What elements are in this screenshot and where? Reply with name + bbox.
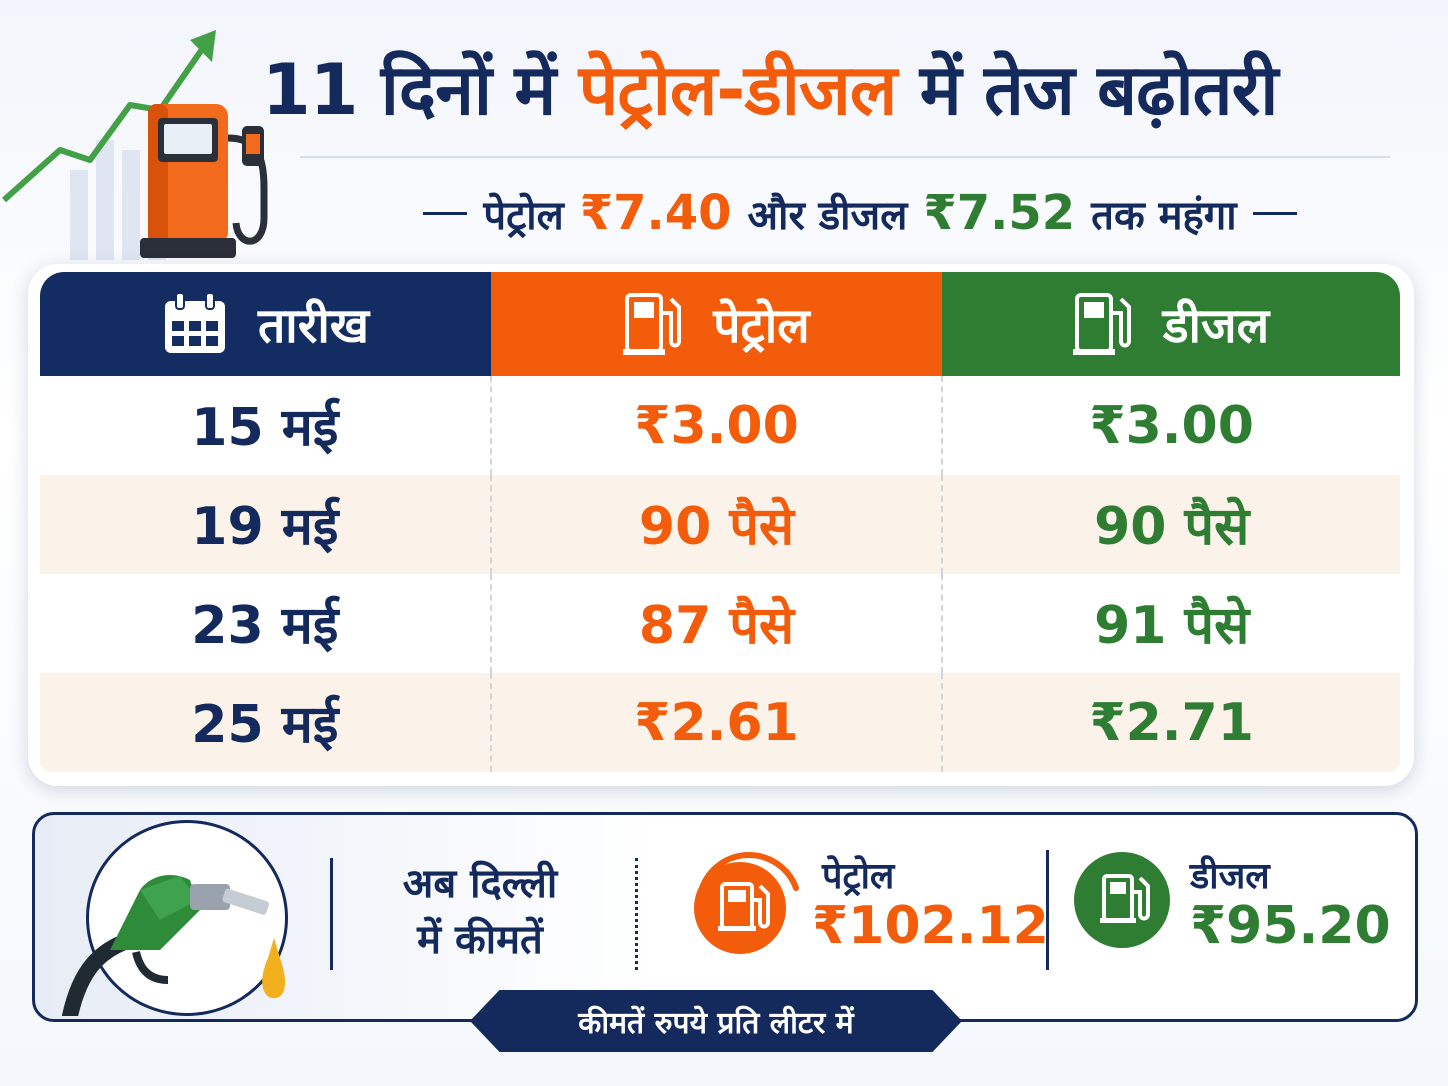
delhi-petrol-price: ₹102.12: [812, 896, 1049, 956]
delhi-prices-label: अब दिल्ली में कीमतें: [350, 856, 610, 976]
date-cell: 23 मई: [40, 574, 492, 673]
diesel-cell: 90 पैसे: [1094, 497, 1250, 557]
diesel-cell: 91 पैसे: [1094, 596, 1250, 656]
diesel-pump-icon: [1074, 852, 1170, 948]
petrol-pump-icon: [694, 852, 799, 954]
title-part-2: में तेज बढ़ोतरी: [919, 49, 1279, 131]
column-header-date-label: तारीख: [257, 297, 370, 354]
page-title: 11 दिनों में पेट्रोल-डीजल में तेज बढ़ोतर…: [262, 40, 1422, 140]
fuel-nozzle-icon: [62, 875, 286, 1016]
column-header-diesel: डीजल: [942, 272, 1400, 376]
table-row: 19 मई 90 पैसे 90 पैसे: [40, 475, 1400, 574]
delhi-diesel-price: ₹95.20: [1190, 896, 1391, 956]
subtitle-dash-left: [423, 211, 468, 215]
diesel-cell: ₹2.71: [1089, 692, 1254, 753]
price-table: तारीख पेट्रोल डीजल 15 मई ₹3.00 ₹3.00: [40, 272, 1400, 772]
subtitle-tail: तक महंगा: [1091, 192, 1237, 239]
petrol-cell: 90 पैसे: [492, 475, 944, 574]
table-row: 25 मई ₹2.61 ₹2.71: [40, 673, 1400, 772]
subtitle-and: और डीजल: [747, 192, 908, 239]
calendar-icon: [164, 292, 225, 353]
petrol-cell: ₹3.00: [492, 376, 944, 475]
divider: [635, 858, 638, 970]
date-cell: 19 मई: [40, 475, 492, 574]
column-header-date: तारीख: [40, 272, 491, 376]
subtitle-diesel-value: ₹7.52: [923, 185, 1076, 241]
delhi-label-line-2: में कीमतें: [417, 917, 543, 963]
fuel-pump-icon: [1072, 293, 1131, 355]
table-row: 15 मई ₹3.00 ₹3.00: [40, 376, 1400, 475]
delhi-diesel-label: डीजल: [1190, 856, 1270, 897]
date-cell: 15 मई: [40, 376, 492, 475]
petrol-cell: ₹2.61: [492, 673, 944, 772]
column-header-petrol-label: पेट्रोल: [713, 297, 810, 354]
column-header-diesel-label: डीजल: [1162, 297, 1270, 354]
fuel-pump-icon: [623, 293, 682, 355]
price-unit-note-text: कीमतें रुपये प्रति लीटर में: [578, 1005, 854, 1041]
fuel-pump-illustration-icon: [140, 104, 268, 258]
subtitle-petrol-value: ₹7.40: [579, 185, 732, 241]
table-row: 23 मई 87 पैसे 91 पैसे: [40, 574, 1400, 673]
title-divider: [300, 156, 1390, 158]
table-header: तारीख पेट्रोल डीजल: [40, 272, 1400, 376]
subtitle: पेट्रोल ₹7.40 और डीजल ₹7.52 तक महंगा: [330, 178, 1390, 248]
column-header-petrol: पेट्रोल: [491, 272, 942, 376]
diesel-cell: ₹3.00: [1089, 395, 1254, 456]
price-unit-note: कीमतें रुपये प्रति लीटर में: [470, 990, 962, 1052]
petrol-cell: 87 पैसे: [492, 574, 944, 673]
subtitle-dash-right: [1252, 211, 1297, 215]
title-highlight: पेट्रोल-डीजल: [578, 49, 898, 131]
title-part-1: 11 दिनों में: [262, 49, 556, 131]
delhi-petrol-label: पेट्रोल: [822, 856, 895, 897]
delhi-label-line-1: अब दिल्ली: [402, 861, 558, 907]
date-cell: 25 मई: [40, 673, 492, 772]
divider: [1046, 850, 1049, 970]
divider: [330, 858, 333, 970]
subtitle-petrol-label: पेट्रोल: [483, 192, 564, 239]
